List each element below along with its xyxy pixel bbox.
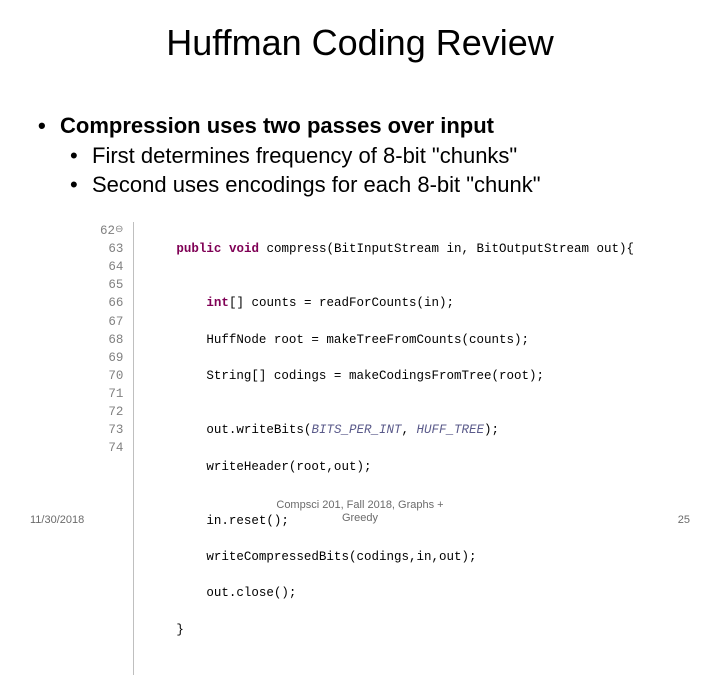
code-line: writeCompressedBits(codings,in,out); (146, 548, 634, 566)
code-snippet: 62⊖ 63 64 65 66 67 68 69 70 71 72 73 74 … (100, 222, 720, 675)
code-gutter: 62⊖ 63 64 65 66 67 68 69 70 71 72 73 74 (100, 222, 134, 675)
code-line: String[] codings = makeCodingsFromTree(r… (146, 367, 634, 385)
gutter-line: 73 (100, 421, 123, 439)
gutter-line: 72 (100, 403, 123, 421)
code-line: writeHeader(root,out); (146, 458, 634, 476)
code-line: int[] counts = readForCounts(in); (146, 294, 634, 312)
code-line: } (146, 621, 634, 639)
footer-page-number: 25 (678, 514, 690, 526)
footer-date: 11/30/2018 (30, 514, 84, 526)
code-line: HuffNode root = makeTreeFromCounts(count… (146, 331, 634, 349)
bullet-sub-1: First determines frequency of 8-bit "chu… (70, 141, 720, 171)
bullet-main: Compression uses two passes over input (38, 112, 720, 141)
gutter-line: 63 (100, 240, 123, 258)
bullet-list: Compression uses two passes over input F… (0, 112, 720, 200)
code-line: out.close(); (146, 584, 634, 602)
footer-course: Compsci 201, Fall 2018, Graphs + Greedy (0, 499, 720, 527)
fold-icon: ⊖ (115, 225, 123, 236)
gutter-line: 69 (100, 349, 123, 367)
gutter-line: 65 (100, 276, 123, 294)
bullet-sub-2: Second uses encodings for each 8-bit "ch… (70, 170, 720, 200)
gutter-line: 62⊖ (100, 222, 123, 240)
gutter-line: 70 (100, 367, 123, 385)
code-line: public void compress(BitInputStream in, … (146, 240, 634, 258)
code-body: public void compress(BitInputStream in, … (134, 222, 634, 675)
gutter-line: 66 (100, 294, 123, 312)
code-line: out.writeBits(BITS_PER_INT, HUFF_TREE); (146, 421, 634, 439)
slide-title: Huffman Coding Review (0, 0, 720, 64)
gutter-line: 64 (100, 258, 123, 276)
gutter-line: 74 (100, 439, 123, 457)
slide-footer: 11/30/2018 Compsci 201, Fall 2018, Graph… (0, 499, 720, 527)
gutter-line: 68 (100, 331, 123, 349)
gutter-line: 71 (100, 385, 123, 403)
gutter-line: 67 (100, 313, 123, 331)
